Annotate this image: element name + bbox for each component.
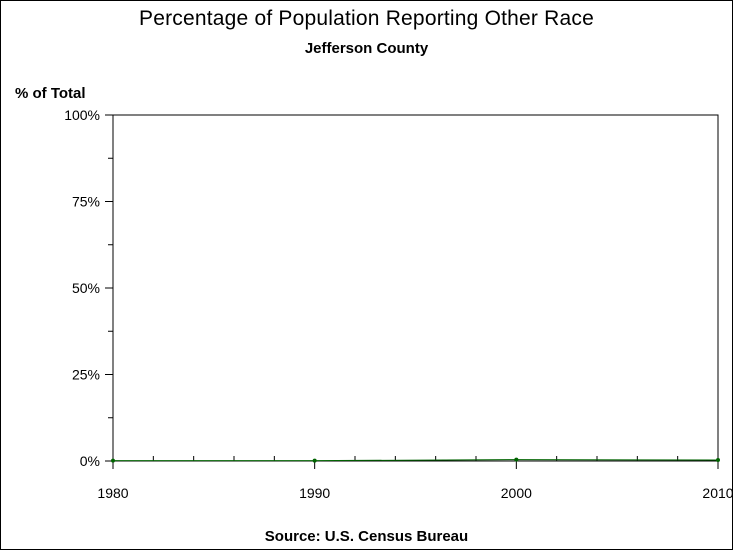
series-line	[113, 459, 719, 462]
x-tick-label: 2010	[702, 485, 732, 501]
y-tick-label: 100%	[64, 107, 100, 123]
y-axis-label: % of Total	[15, 85, 86, 102]
data-point	[514, 457, 519, 462]
y-tick-label: 50%	[72, 280, 100, 296]
chart-subtitle: Jefferson County	[304, 40, 429, 57]
data-point	[312, 458, 317, 463]
data-point	[111, 458, 115, 463]
y-tick-label: 25%	[72, 367, 100, 383]
source-footnote: Source: U.S. Census Bureau	[264, 528, 469, 545]
y-tick-label: 0%	[80, 453, 100, 469]
chart-title: Percentage of Population Reporting Other…	[139, 7, 594, 30]
x-tick-label: 1990	[299, 485, 330, 501]
data-point	[716, 457, 720, 462]
x-tick-label: 1980	[97, 485, 128, 501]
y-tick-label: 75%	[72, 194, 100, 210]
x-tick-label: 2000	[501, 485, 532, 501]
plot-area-border	[112, 114, 719, 462]
